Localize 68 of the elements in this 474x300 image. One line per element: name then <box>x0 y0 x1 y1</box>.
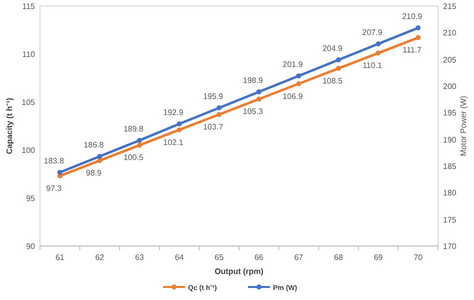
x-tick-label: 69 <box>374 253 384 262</box>
data-label: 198.9 <box>242 76 264 85</box>
point <box>256 89 262 94</box>
data-label: 192.9 <box>163 108 184 117</box>
point <box>336 66 341 71</box>
y2-tick-label: 210 <box>443 28 457 38</box>
data-label: 103.7 <box>203 122 224 132</box>
data-label: 97.3 <box>46 184 62 193</box>
data-label: 201.9 <box>282 60 304 69</box>
data-label: 210.9 <box>402 12 423 21</box>
data-label: 207.9 <box>362 28 383 37</box>
point <box>416 25 421 30</box>
y2-tick-label: 215 <box>443 2 457 11</box>
y-tick-label: 105 <box>22 98 36 107</box>
y2-tick-label: 185 <box>443 162 457 171</box>
x-tick-label: 64 <box>174 253 184 262</box>
data-label: 105.3 <box>242 107 264 116</box>
y-tick-label: 100 <box>22 146 36 155</box>
point <box>97 158 102 164</box>
data-label: 100.5 <box>123 153 144 162</box>
x-tick-label: 67 <box>294 253 304 262</box>
point <box>216 105 222 110</box>
point <box>57 170 62 175</box>
data-label: 186.8 <box>84 140 104 150</box>
y2-tick-label: 200 <box>443 82 457 91</box>
y-tick-label: 115 <box>22 2 36 11</box>
data-label: 108.5 <box>322 76 344 86</box>
y2-tick-label: 195 <box>443 108 457 118</box>
point <box>256 96 262 102</box>
x-tick-label: 70 <box>414 253 424 262</box>
data-label: 106.9 <box>282 92 304 101</box>
point <box>176 127 182 132</box>
x-tick-label: 62 <box>95 253 105 262</box>
x-tick-label: 65 <box>214 253 224 262</box>
y2-axis-title: Motor Power (W) <box>459 95 468 156</box>
x-tick-label: 68 <box>334 253 344 262</box>
data-label: 204.9 <box>322 44 344 53</box>
y-tick-label: 95 <box>26 194 36 203</box>
data-label: 195.9 <box>203 92 224 101</box>
point <box>376 50 381 56</box>
y-tick-label: 110 <box>22 50 36 59</box>
x-tick-label: 61 <box>55 253 65 262</box>
x-tick-label: 63 <box>135 253 144 262</box>
point <box>97 154 102 159</box>
y2-tick-label: 175 <box>443 215 457 224</box>
y-tick-label: 90 <box>26 242 36 251</box>
point <box>137 142 142 148</box>
data-label: 110.1 <box>362 61 383 70</box>
point <box>336 57 341 62</box>
point <box>137 138 142 143</box>
point <box>216 112 222 117</box>
y2-tick-label: 205 <box>443 55 457 64</box>
y2-tick-label: 190 <box>443 135 457 144</box>
point <box>416 35 421 40</box>
data-label: 111.7 <box>402 46 422 55</box>
point <box>296 73 302 78</box>
data-label: 102.1 <box>163 138 184 147</box>
data-label: 98.9 <box>86 168 102 178</box>
x-axis-title: Output (rpm) <box>214 267 264 276</box>
y-axis-title: Capacity (t h⁻¹) <box>5 98 14 154</box>
point <box>176 121 182 126</box>
point <box>296 81 302 86</box>
y2-tick-label: 180 <box>443 188 457 198</box>
x-tick-label: 66 <box>254 253 264 262</box>
data-label: 183.8 <box>44 156 64 166</box>
point <box>376 41 381 46</box>
data-label: 189.8 <box>123 124 144 134</box>
y2-tick-label: 170 <box>443 242 457 251</box>
